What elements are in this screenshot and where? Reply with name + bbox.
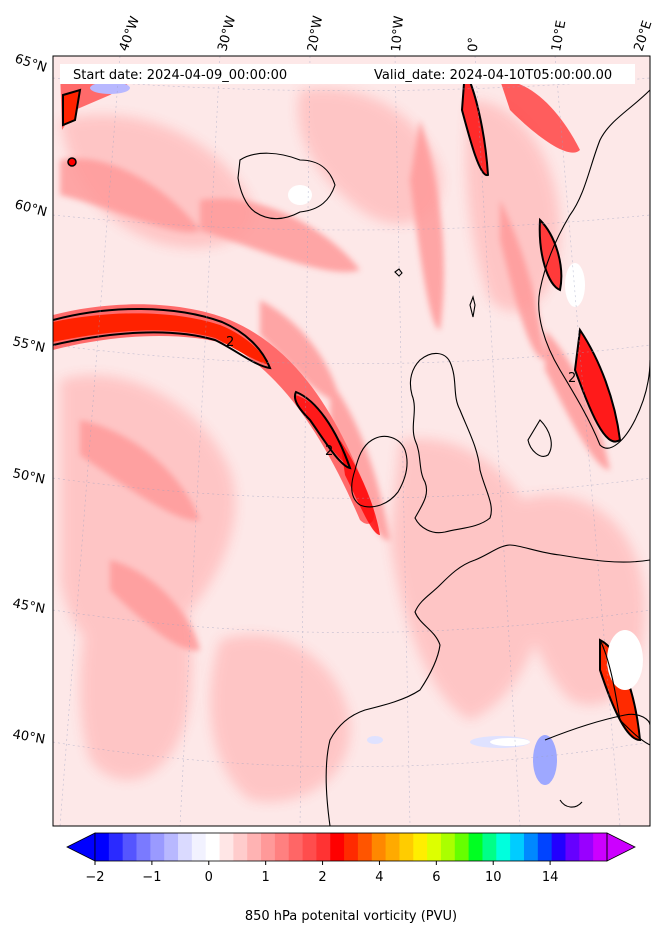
colorbar-border — [94, 832, 608, 862]
colorbar-swatch — [565, 833, 580, 861]
colorbar-swatch — [136, 833, 151, 861]
lon-label: 20°W — [305, 15, 326, 53]
colorbar-swatch — [122, 833, 137, 861]
start-date-label: Start date: 2024-04-09_00:00:00 — [73, 68, 287, 83]
colorbar-swatch — [413, 833, 428, 861]
colorbar-swatch — [440, 833, 456, 861]
colorbar — [66, 832, 636, 862]
pv-feature-north — [460, 66, 580, 176]
colorbar-swatch — [302, 833, 317, 861]
colorbar-tick-label: 10 — [485, 870, 502, 885]
colorbar-swatch — [593, 833, 608, 861]
coast-continental — [325, 544, 650, 826]
colorbar-tick-label: 4 — [375, 870, 383, 885]
valid-date-label: Valid_date: 2024-04-10T05:00:00.00 — [374, 68, 612, 83]
lat-label: 45°N — [11, 596, 46, 617]
colorbar-swatch — [454, 833, 470, 861]
lat-label: 55°N — [11, 334, 46, 356]
contour-label: 2 — [325, 444, 333, 459]
map-frame — [52, 55, 651, 827]
lon-label: 0° — [466, 37, 482, 52]
colorbar-swatch — [150, 833, 165, 861]
lon-label: 40°W — [117, 14, 143, 53]
pv-contour-2-segment — [294, 390, 352, 470]
map-panel — [53, 56, 650, 826]
colorbar-swatch — [537, 833, 553, 861]
colorbar-swatch — [399, 833, 414, 861]
contour-label: 2 — [226, 335, 234, 350]
colorbar-swatch — [108, 833, 124, 861]
pv-streamer — [53, 304, 380, 535]
lat-label: 40°N — [11, 727, 46, 747]
colorbar-swatch — [247, 833, 262, 861]
colorbar-swatch — [371, 833, 386, 861]
colorbar-swatch — [510, 833, 525, 861]
colorbar-swatch — [219, 833, 234, 861]
colorbar-tick-label: 2 — [318, 870, 326, 885]
pv-negative-patches — [288, 185, 557, 785]
colorbar-tick-label: −2 — [85, 870, 104, 885]
coast-great-britain — [409, 352, 492, 534]
latitude-labels: 65°N 60°N 55°N 50°N 45°N 40°N — [11, 52, 48, 748]
pv-contour-2-streamer — [53, 308, 272, 370]
colorbar-swatch — [191, 833, 207, 861]
lon-label: 10°W — [389, 15, 407, 52]
colorbar-swatch — [427, 833, 442, 861]
colorbar-swatch — [468, 833, 483, 861]
colorbar-swatch — [385, 833, 400, 861]
colorbar-tick-label: −1 — [142, 870, 161, 885]
coast-iceland — [237, 152, 336, 220]
coast-scandinavia — [538, 89, 650, 449]
coastlines — [237, 89, 650, 826]
colorbar-swatch — [523, 833, 539, 861]
lat-label: 65°N — [13, 52, 49, 76]
colorbar-swatch — [233, 833, 248, 861]
colorbar-swatch — [95, 833, 110, 861]
lat-label: 60°N — [13, 197, 49, 220]
colorbar-tick-label: 14 — [542, 870, 559, 885]
graticule — [53, 56, 650, 826]
coast-ireland — [351, 435, 408, 508]
lon-label: 30°W — [215, 14, 239, 53]
contour-label: 2 — [568, 371, 576, 386]
colorbar-swatch — [496, 833, 511, 861]
colorbar-swatch — [316, 833, 331, 861]
colorbar-swatch — [261, 833, 276, 861]
longitude-labels: 40°W 30°W 20°W 10°W 0° 10°E 20°E — [117, 14, 656, 53]
colorbar-title: 850 hPa potenital vorticity (PVU) — [245, 909, 457, 924]
pv-feature-east — [538, 217, 643, 742]
colorbar-swatch — [205, 833, 220, 861]
lat-label: 50°N — [11, 466, 46, 487]
colorbar-swatch — [357, 833, 373, 861]
contour-labels: 2 2 2 — [226, 335, 576, 459]
colorbar-swatch — [178, 833, 193, 861]
colorbar-swatch — [482, 833, 497, 861]
header-band — [60, 64, 635, 84]
colorbar-extend-high — [606, 832, 636, 862]
colorbar-swatch — [164, 833, 179, 861]
colorbar-extend-low — [66, 832, 96, 862]
colorbar-swatch — [344, 833, 359, 861]
colorbar-tick-label: 0 — [205, 870, 213, 885]
colorbar-swatch — [330, 833, 345, 861]
colorbar-swatch — [579, 833, 594, 861]
colorbar-swatch — [551, 833, 566, 861]
lon-label: 20°E — [632, 19, 656, 53]
colorbar-tick-label: 1 — [262, 870, 270, 885]
colorbar-swatch — [288, 833, 303, 861]
pv-feature-greenland — [60, 70, 150, 167]
lon-label: 10°E — [549, 19, 569, 52]
colorbar-swatch — [274, 833, 290, 861]
colorbar-ticks: −2 −1 0 1 2 4 6 10 14 — [85, 861, 558, 885]
colorbar-tick-label: 6 — [432, 870, 440, 885]
